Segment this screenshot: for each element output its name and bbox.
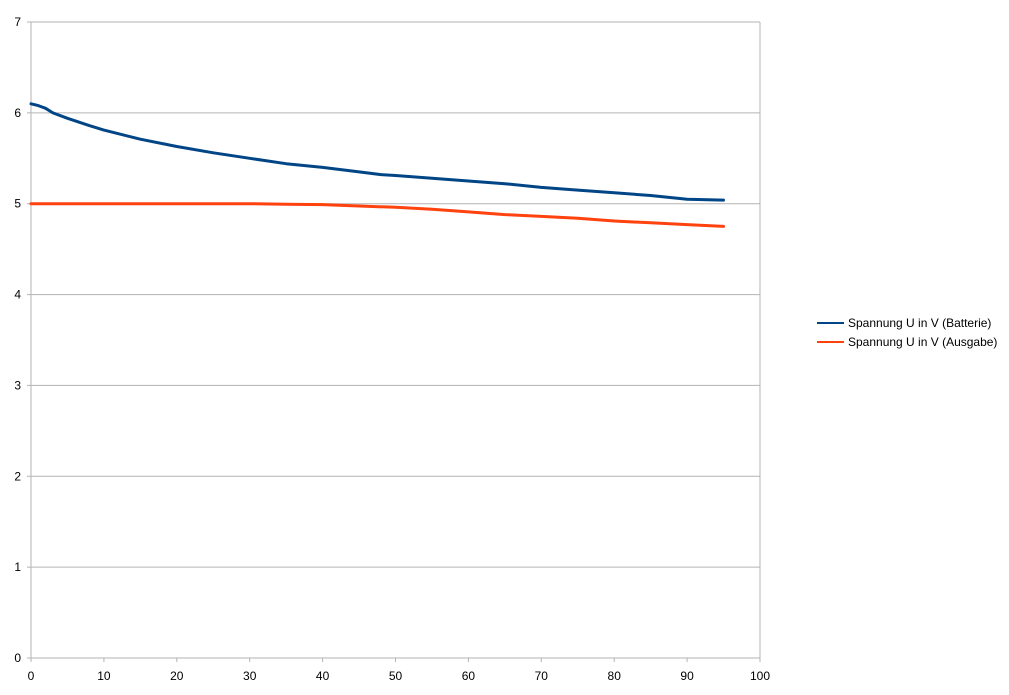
series-line-ausgabe xyxy=(29,202,725,228)
tick-labels: 0 10 20 30 40 50 60 70 80 90 100 0 1 2 3 4 5 6 7 xyxy=(14,15,770,683)
grid-lines xyxy=(31,21,761,658)
legend-label: Spannung U in V (Batterie) xyxy=(848,316,991,330)
x-tick-label: 100 xyxy=(750,669,770,683)
x-tick-label: 50 xyxy=(389,669,403,683)
x-tick-label: 0 xyxy=(28,669,35,683)
series-line-batterie xyxy=(29,102,725,202)
x-tick-label: 10 xyxy=(97,669,111,683)
x-tick-label: 70 xyxy=(535,669,549,683)
axes xyxy=(27,21,761,662)
y-tick-label: 7 xyxy=(14,15,21,29)
x-tick-label: 60 xyxy=(462,669,476,683)
y-tick-label: 1 xyxy=(14,560,21,574)
legend-label: Spannung U in V (Ausgabe) xyxy=(848,335,997,349)
y-tick-label: 5 xyxy=(14,197,21,211)
y-tick-label: 0 xyxy=(14,651,21,665)
x-tick-label: 30 xyxy=(243,669,257,683)
x-tick-label: 90 xyxy=(680,669,694,683)
y-tick-label: 4 xyxy=(14,288,21,302)
x-tick-label: 80 xyxy=(608,669,622,683)
y-tick-label: 2 xyxy=(14,469,21,483)
series-lines xyxy=(29,102,725,228)
legend: Spannung U in V (Batterie) Spannung U in … xyxy=(817,316,997,349)
x-tick-label: 20 xyxy=(170,669,184,683)
x-tick-label: 40 xyxy=(316,669,330,683)
y-tick-label: 6 xyxy=(14,106,21,120)
y-tick-label: 3 xyxy=(14,378,21,392)
